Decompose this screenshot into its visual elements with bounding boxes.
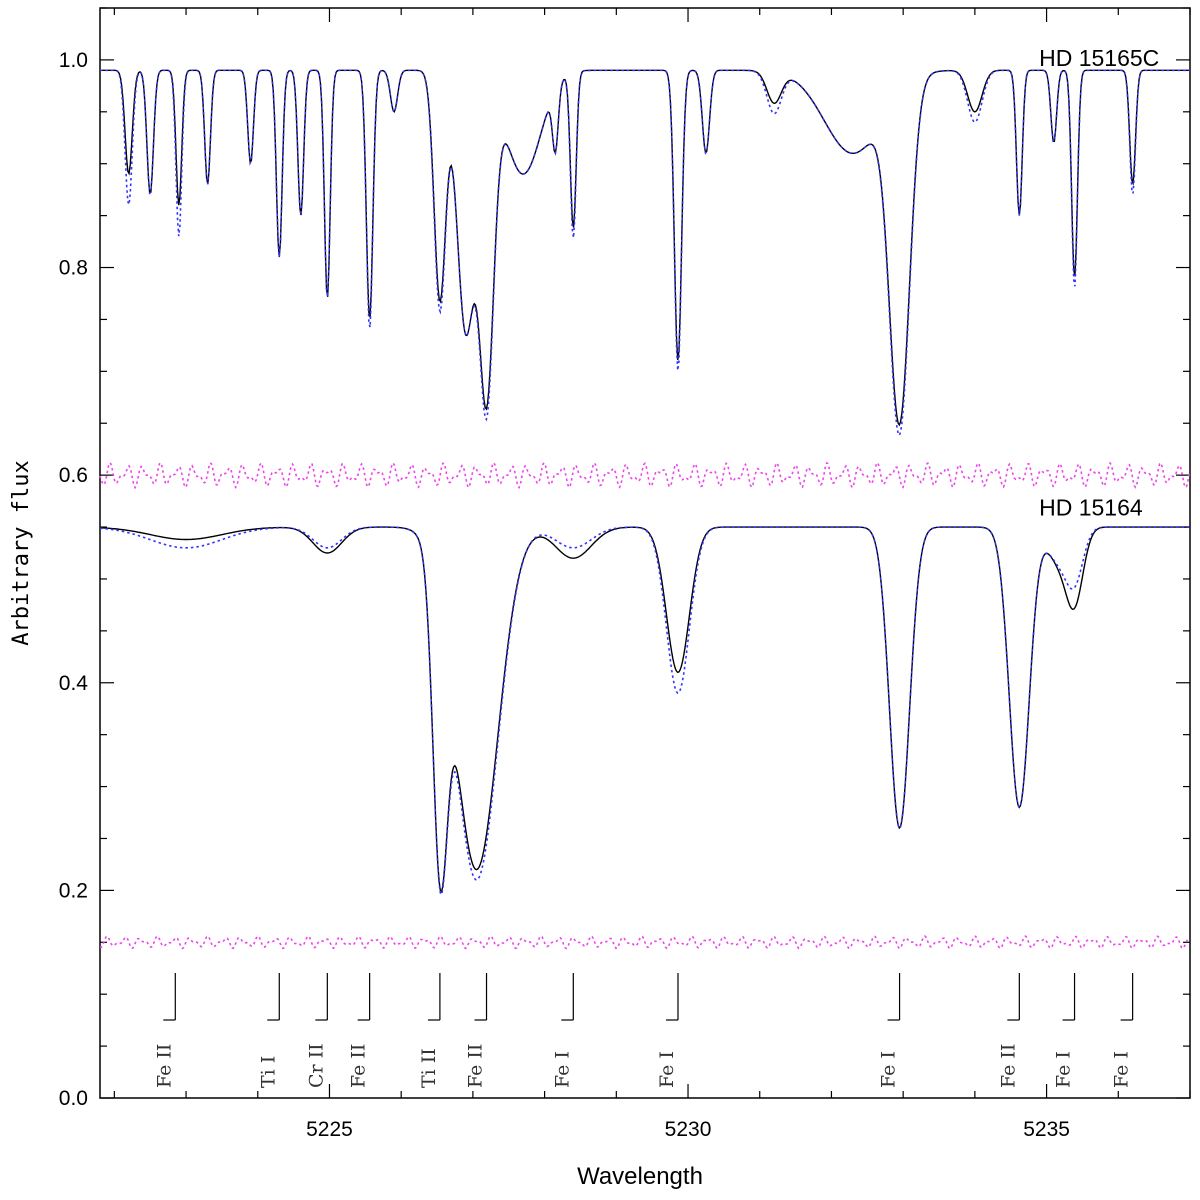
line-id-label: Cr II <box>305 1043 327 1088</box>
x-tick-label: 5225 <box>306 1118 353 1141</box>
series-observed-hd-15165c <box>100 69 1190 427</box>
line-id-label: Fe I <box>551 1051 573 1088</box>
x-tick-label: 5235 <box>1023 1118 1070 1141</box>
line-id-label: Fe I <box>1053 1051 1075 1088</box>
axis-ticks: 5225 5230 5235 0.0 0.2 0.4 0.6 0.8 1.0 <box>59 7 1191 1141</box>
line-id-label: Fe I <box>878 1051 900 1088</box>
series-residual-hd-15164 <box>99 934 1191 950</box>
y-tick-label: 1.0 <box>59 49 88 72</box>
line-identifications: Fe II Ti I Cr II Fe II Ti II Fe II Fe I Fe I Fe … <box>153 973 1134 1088</box>
line-id-label: Fe II <box>153 1044 175 1088</box>
line-id-label: Fe I <box>656 1051 678 1088</box>
y-axis-title: Arbitrary flux <box>9 460 34 645</box>
series-layer <box>99 69 1191 950</box>
line-id-label: Fe II <box>997 1044 1019 1088</box>
y-tick-label: 0.8 <box>59 257 88 280</box>
y-tick-label: 0.2 <box>59 879 88 902</box>
series-residual-hd-15165c <box>99 461 1191 490</box>
x-axis-title: Wavelength <box>577 1163 703 1190</box>
plot-frame <box>99 7 1191 1099</box>
series-synthetic-hd-15164 <box>99 526 1190 897</box>
line-id-label: Fe II <box>465 1044 487 1088</box>
star-label-hd15164: HD 15164 <box>1039 494 1143 520</box>
line-id-label: Ti I <box>257 1056 279 1088</box>
series-observed-hd-15164 <box>99 526 1190 894</box>
star-label-hd15165c: HD 15165C <box>1039 45 1159 71</box>
y-tick-label: 0.0 <box>59 1087 88 1110</box>
line-id-label: Fe I <box>1111 1051 1133 1088</box>
series-synthetic-hd-15165c <box>100 69 1190 437</box>
y-tick-label: 0.4 <box>59 672 89 695</box>
x-tick-label: 5230 <box>665 1118 712 1141</box>
line-id-label: Fe II <box>348 1044 370 1088</box>
y-tick-label: 0.6 <box>59 464 88 487</box>
line-id-label: Ti II <box>418 1048 440 1088</box>
